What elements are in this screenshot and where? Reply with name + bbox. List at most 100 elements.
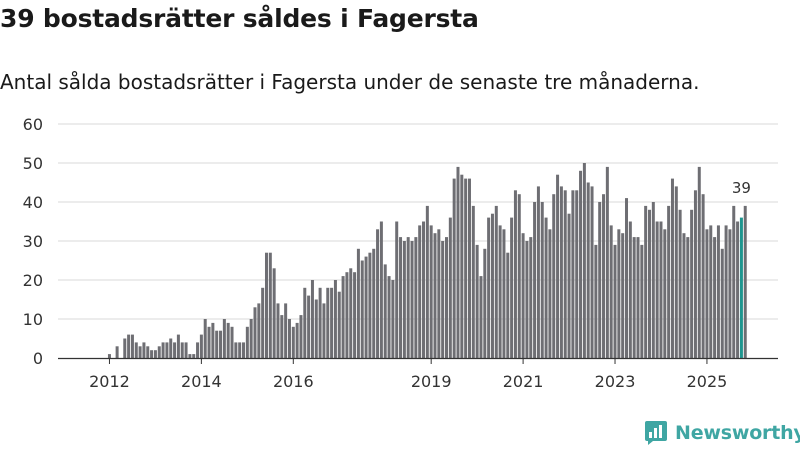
x-tick-label: 2019 <box>411 372 452 391</box>
bar <box>517 194 521 358</box>
bar <box>464 178 468 358</box>
bar <box>709 225 713 358</box>
bar <box>536 186 540 358</box>
bar <box>138 346 142 358</box>
bar <box>724 225 728 358</box>
bar <box>682 233 686 358</box>
bar <box>245 326 249 358</box>
bar <box>713 237 717 358</box>
bar <box>222 319 226 358</box>
bar <box>153 350 157 358</box>
bar <box>123 338 127 358</box>
bar <box>602 194 606 358</box>
chart-subtitle: Antal sålda bostadsrätter i Fagersta und… <box>0 70 700 94</box>
bar <box>161 342 165 358</box>
bar <box>678 209 682 358</box>
bar <box>303 287 307 358</box>
x-tick-label: 2014 <box>181 372 222 391</box>
x-tick-label: 2021 <box>503 372 544 391</box>
bar <box>115 346 119 358</box>
bar <box>307 295 311 358</box>
bar <box>513 190 517 358</box>
bar <box>192 354 196 358</box>
bar <box>261 287 265 358</box>
bar <box>590 186 594 358</box>
bar <box>406 237 410 358</box>
bar <box>341 276 345 358</box>
bar <box>506 252 510 358</box>
bar <box>617 229 621 358</box>
y-tick-label: 40 <box>23 193 43 212</box>
bar <box>579 170 583 358</box>
bar <box>199 334 203 358</box>
bar <box>498 225 502 358</box>
bar <box>533 202 537 358</box>
y-tick-label: 30 <box>23 232 43 251</box>
bar <box>295 322 299 358</box>
bar <box>609 225 613 358</box>
bar <box>150 350 154 358</box>
bar <box>529 237 533 358</box>
bar <box>494 205 498 358</box>
bar <box>184 342 188 358</box>
bar <box>625 198 629 358</box>
bar <box>345 272 349 358</box>
bar <box>130 334 134 358</box>
bar <box>379 221 383 358</box>
bar <box>701 194 705 358</box>
bar <box>525 241 529 358</box>
bar <box>249 319 253 358</box>
bar <box>521 233 525 358</box>
bar <box>253 307 257 358</box>
bar <box>559 186 563 358</box>
bar <box>487 217 491 358</box>
bar <box>510 217 514 358</box>
bar <box>479 276 483 358</box>
newsworthy-brand[interactable]: Newsworthy <box>644 420 800 446</box>
bar <box>173 342 177 358</box>
newsworthy-chart-icon <box>645 421 667 445</box>
bar <box>360 260 364 358</box>
bar <box>368 252 372 358</box>
y-tick-label: 60 <box>23 115 43 134</box>
bar <box>433 233 437 358</box>
bar <box>636 237 640 358</box>
x-tick-label: 2016 <box>273 372 314 391</box>
bar <box>716 225 720 358</box>
bar <box>238 342 242 358</box>
bar <box>402 241 406 358</box>
bar <box>330 287 334 358</box>
bar <box>556 174 560 358</box>
bar <box>429 225 433 358</box>
bar <box>693 190 697 358</box>
bar <box>571 190 575 358</box>
bar <box>264 252 268 358</box>
x-tick-label: 2023 <box>595 372 636 391</box>
bar <box>387 276 391 358</box>
bar <box>598 202 602 358</box>
bar <box>659 221 663 358</box>
bar <box>157 346 161 358</box>
bar <box>437 229 441 358</box>
bar <box>230 326 234 358</box>
bar <box>422 221 426 358</box>
y-tick-label: 0 <box>33 349 43 368</box>
y-tick-label: 50 <box>23 154 43 173</box>
bar <box>372 248 376 358</box>
bar <box>467 178 471 358</box>
bar <box>211 322 215 358</box>
bar <box>425 205 429 358</box>
bar <box>586 182 590 358</box>
bar <box>460 174 464 358</box>
bar <box>736 221 740 358</box>
bar <box>697 166 701 358</box>
bar <box>674 186 678 358</box>
bar <box>314 299 318 358</box>
bar <box>299 315 303 358</box>
bar <box>613 244 617 358</box>
bar <box>142 342 146 358</box>
bar <box>575 190 579 358</box>
bar <box>410 241 414 358</box>
bar <box>502 229 506 358</box>
